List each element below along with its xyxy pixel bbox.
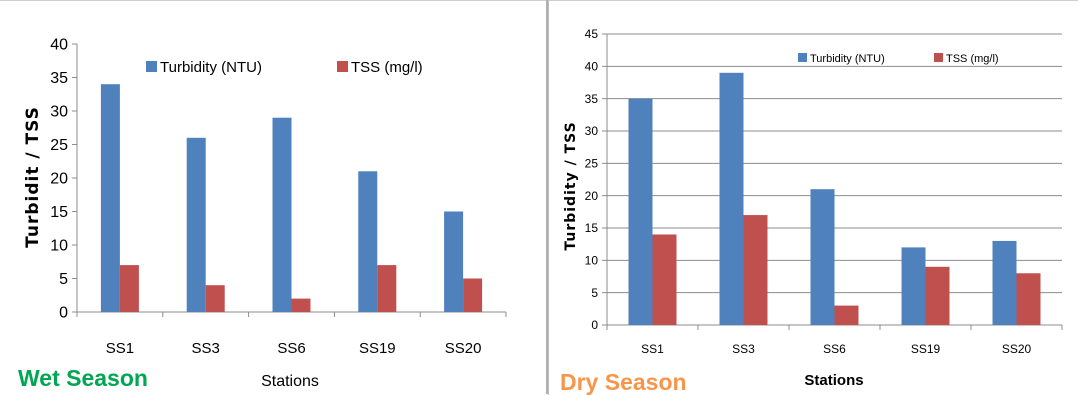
legend-swatch-tss <box>337 61 348 72</box>
bar-tss-ss3 <box>743 215 768 325</box>
y-tick-label: 5 <box>59 271 68 288</box>
legend-label-tss: TSS (mg/l) <box>351 59 423 76</box>
bar-turbidity-ss20 <box>992 240 1017 325</box>
wet-season-label: Wet Season <box>18 365 148 391</box>
bar-tss-ss19 <box>925 266 950 325</box>
y-tick-label: 10 <box>50 238 68 255</box>
bar-tss-ss6 <box>291 298 311 312</box>
y-tick-label: 40 <box>50 37 68 54</box>
legend-swatch-turbidity <box>798 53 807 62</box>
bar-turbidity-ss1 <box>100 84 120 312</box>
y-tick-label: 45 <box>585 27 599 41</box>
x-tick-label: SS1 <box>106 340 134 357</box>
y-tick-label: 15 <box>50 204 68 221</box>
x-tick-label: SS1 <box>641 342 664 356</box>
bar-turbidity-ss1 <box>628 98 653 326</box>
x-tick-label: SS3 <box>732 342 755 356</box>
dry-season-chart-panel: 0 5 10 15 20 25 30 35 40 45 SS1 SS3 SS6 SS19 SS20 Stati… <box>548 0 1078 395</box>
y-tick-label: 25 <box>50 137 68 154</box>
x-tick-label: SS3 <box>192 340 220 357</box>
bar-turbidity-ss6 <box>272 117 292 312</box>
bar-tss-ss3 <box>205 285 225 312</box>
dry-season-chart: 0 5 10 15 20 25 30 35 40 45 SS1 SS3 SS6 SS19 SS20 Stati… <box>563 27 1063 389</box>
bar-turbidity-ss19 <box>901 247 926 325</box>
y-tick-label: 0 <box>591 318 598 332</box>
x-tick-label: SS20 <box>445 340 482 357</box>
y-tick-label: 30 <box>585 124 599 138</box>
bar-turbidity-ss6 <box>810 189 835 325</box>
legend-label-tss: TSS (mg/l) <box>946 53 999 65</box>
wet-season-chart: 0 5 10 15 20 25 30 35 40 SS1 SS3 SS6 SS19 SS20 Station… <box>23 37 507 390</box>
x-tick-label: SS6 <box>823 342 846 356</box>
bar-turbidity-ss20 <box>444 211 464 312</box>
x-tick-label: SS20 <box>1002 342 1032 356</box>
bar-turbidity-ss19 <box>358 171 378 312</box>
y-tick-label: 15 <box>585 221 599 235</box>
bar-turbidity-ss3 <box>186 137 206 312</box>
y-axis-title: Turbidity / TSS <box>563 121 579 250</box>
bar-turbidity-ss3 <box>719 72 744 325</box>
y-tick-label: 20 <box>585 189 599 203</box>
legend-swatch-tss <box>934 53 943 62</box>
x-tick-label: SS19 <box>911 342 941 356</box>
y-tick-label: 10 <box>585 254 599 268</box>
wet-season-chart-panel: 0 5 10 15 20 25 30 35 40 SS1 SS3 SS6 SS19 SS20 Station… <box>0 0 546 391</box>
y-tick-label: 35 <box>585 92 599 106</box>
bar-tss-ss1 <box>119 265 139 312</box>
y-tick-label: 5 <box>591 286 598 300</box>
legend-label-turbidity: Turbidity (NTU) <box>160 59 262 76</box>
bar-tss-ss6 <box>834 305 859 325</box>
legend-swatch-turbidity <box>146 61 157 72</box>
x-tick-label: SS19 <box>359 340 396 357</box>
y-tick-label: 35 <box>50 70 68 87</box>
y-tick-label: 0 <box>59 305 68 322</box>
x-axis-title: Stations <box>261 373 319 390</box>
bar-tss-ss20 <box>1016 273 1041 325</box>
panel-divider <box>546 0 548 394</box>
dry-season-label: Dry Season <box>560 369 687 395</box>
bar-tss-ss1 <box>652 234 677 325</box>
bar-tss-ss19 <box>377 265 397 312</box>
legend-label-turbidity: Turbidity (NTU) <box>810 53 885 65</box>
y-axis-title: Turbidit / TSS <box>23 106 43 248</box>
y-tick-label: 40 <box>585 60 599 74</box>
y-tick-label: 25 <box>585 157 599 171</box>
y-tick-label: 30 <box>50 104 68 121</box>
y-tick-label: 20 <box>50 171 68 188</box>
x-axis-title: Stations <box>804 372 863 389</box>
bar-tss-ss20 <box>463 278 483 312</box>
x-tick-label: SS6 <box>277 340 305 357</box>
